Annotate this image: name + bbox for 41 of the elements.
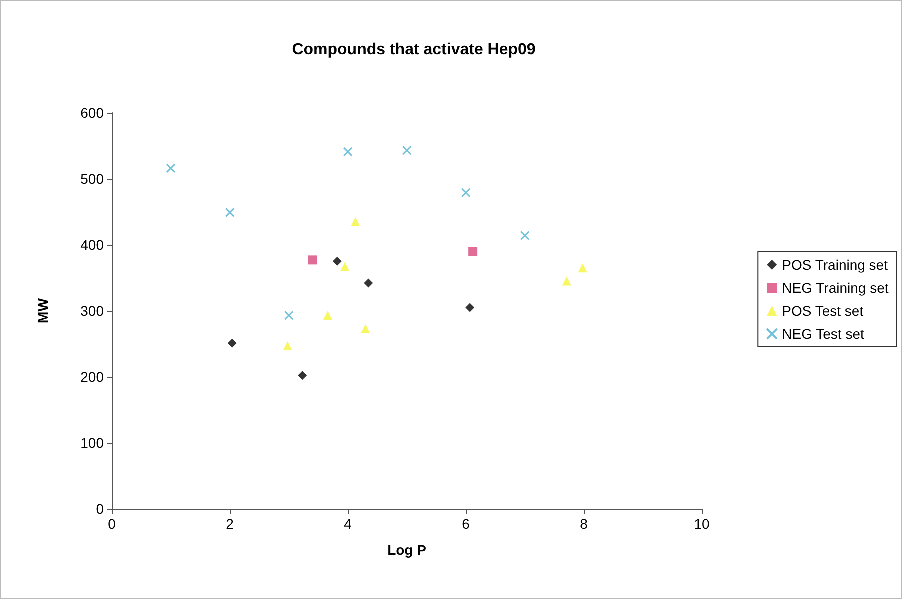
chart-title: Compounds that activate Hep09: [292, 42, 536, 58]
x-tick-label: 6: [462, 516, 470, 532]
x-axis-title: Log P: [388, 542, 426, 558]
y-tick-label: 200: [80, 369, 104, 385]
y-axis-title: MW: [35, 298, 51, 324]
point: [298, 371, 308, 380]
point: [332, 257, 342, 266]
x-tick-label: 2: [226, 516, 234, 532]
point: [323, 311, 332, 320]
x-tick-label: 10: [694, 516, 710, 532]
legend-label: POS Test set: [782, 303, 864, 319]
legend-label: POS Training set: [782, 257, 888, 273]
point: [308, 256, 318, 265]
point: [402, 146, 412, 156]
point: [283, 341, 292, 350]
y-tick-label: 100: [80, 435, 104, 451]
point: [166, 164, 176, 174]
point: [461, 188, 471, 198]
y-tick-label: 0: [96, 501, 104, 517]
y-tick-label: 300: [80, 303, 104, 319]
point: [225, 208, 235, 218]
point: [361, 324, 370, 334]
point: [466, 303, 475, 312]
point: [578, 264, 588, 273]
point: [284, 310, 294, 320]
point: [340, 262, 350, 272]
x-tick-label: 4: [344, 516, 352, 532]
y-tick-label: 500: [80, 171, 104, 187]
x-tick-label: 0: [108, 516, 116, 532]
point: [520, 231, 530, 241]
point: [228, 338, 237, 348]
y-tick-label: 600: [80, 105, 104, 121]
point: [351, 217, 360, 226]
legend-label: NEG Training set: [782, 280, 889, 296]
point: [562, 276, 572, 286]
x-tick-label: 8: [580, 516, 588, 532]
y-tick-label: 400: [80, 237, 104, 253]
legend-label: NEG Test set: [782, 326, 864, 342]
point: [364, 278, 374, 288]
point: [468, 247, 478, 256]
point: [343, 147, 353, 157]
